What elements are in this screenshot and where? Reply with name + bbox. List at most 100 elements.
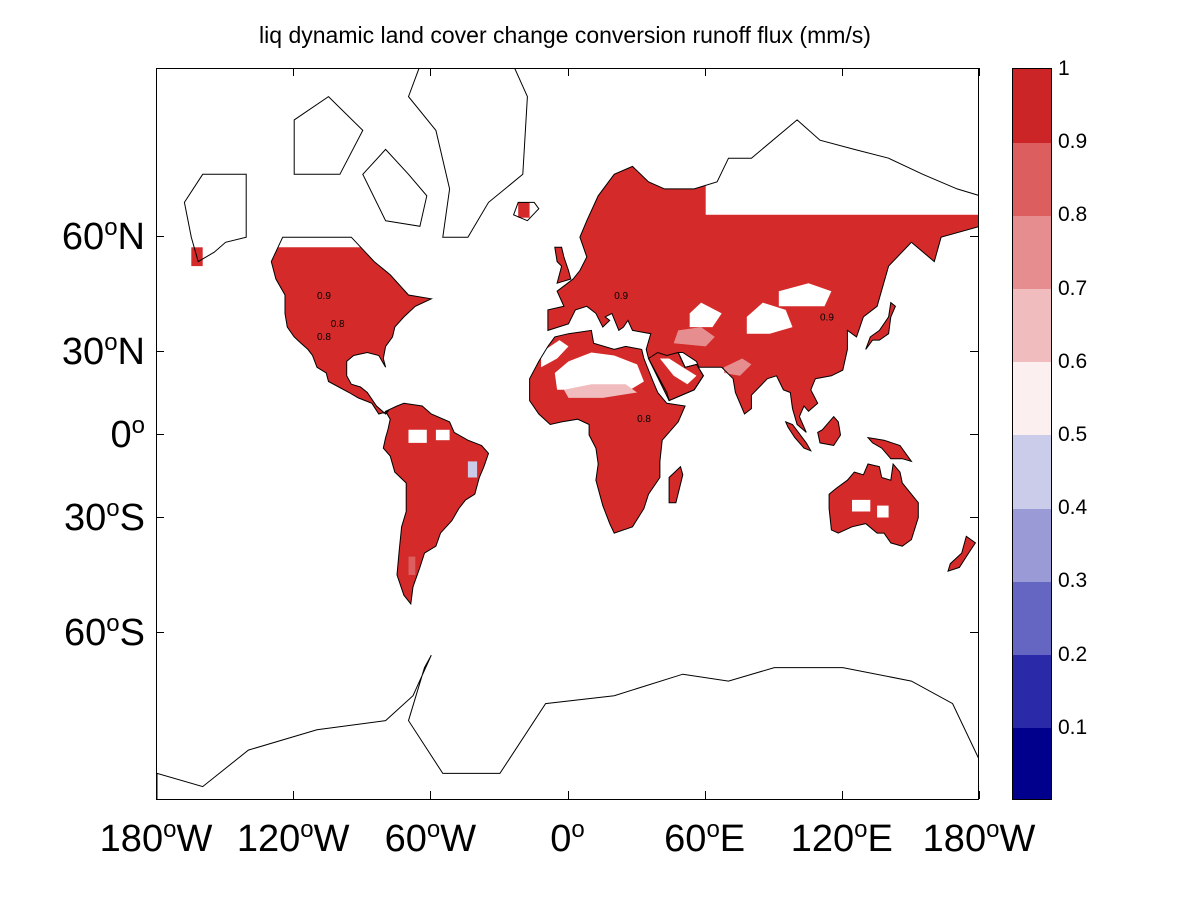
lon-hemi: W — [176, 818, 213, 860]
land-sumatra — [785, 421, 811, 451]
coastline-iceland — [512, 201, 540, 222]
lon-tick-mark — [704, 791, 706, 799]
no-data-canada-north — [259, 69, 432, 248]
coastline-baffin — [362, 148, 428, 227]
lat-hemi: N — [117, 331, 145, 374]
lon-hemi: W — [440, 818, 477, 860]
colorbar-band — [1013, 435, 1051, 509]
page-title: liq dynamic land cover change conversion… — [259, 22, 871, 48]
colorbar-tick-label: 0.9 — [1058, 130, 1088, 154]
coastline-new-guinea — [866, 436, 913, 463]
lon-tick-mark — [293, 68, 295, 76]
land-madagascar — [669, 466, 683, 503]
contour-label: 0.9 — [317, 291, 331, 302]
lat-deg: 0 — [110, 414, 132, 456]
lat-hemi: N — [117, 216, 145, 259]
lon-tick-label: 120oE — [791, 816, 893, 859]
lon-tick-mark — [704, 68, 706, 76]
lat-tick-label: 60oS — [64, 609, 145, 654]
contour-label: 0.8 — [317, 332, 331, 343]
contour-label: 0.9 — [820, 312, 834, 323]
colorbar-band — [1013, 727, 1051, 799]
coastline-eurasia — [547, 119, 978, 433]
no-data-mongolia-gap — [778, 283, 832, 307]
degree-symbol: o — [104, 214, 118, 242]
no-data-australia-gap-2 — [877, 505, 889, 518]
lon-deg: 120 — [236, 818, 301, 860]
lon-tick-label: 120oW — [236, 816, 350, 860]
lon-tick-mark — [567, 791, 569, 799]
degree-symbol: o — [854, 816, 868, 843]
no-data-tibet-gap — [746, 302, 793, 334]
lat-hemi: S — [119, 611, 145, 654]
lat-tick-label: 30oS — [64, 494, 145, 537]
lon-tick-label: 60oW — [384, 816, 477, 860]
degree-symbol: o — [300, 816, 314, 843]
lon-deg: 60 — [384, 818, 427, 860]
coastline-antarctica — [157, 654, 978, 799]
lat-tick-mark — [970, 351, 978, 353]
no-data-australia-gap-1 — [852, 499, 871, 512]
contour-label: 0.8 — [637, 414, 651, 425]
degree-symbol: o — [104, 329, 118, 357]
lon-deg: 60 — [664, 818, 707, 860]
no-data-siberia-north — [705, 69, 978, 215]
land-south-america — [383, 403, 489, 604]
lat-deg: 60 — [61, 216, 105, 259]
lat-tick-label: 30oN — [61, 329, 145, 374]
lon-tick-mark — [567, 68, 569, 76]
field-patagonia-light — [408, 556, 416, 575]
field-brazil-light — [467, 461, 478, 478]
degree-symbol: o — [426, 816, 441, 843]
land-new-guinea — [868, 437, 912, 462]
degree-symbol: o — [163, 816, 177, 843]
coastline-alaska-tip — [183, 173, 247, 263]
degree-symbol: o — [106, 494, 120, 522]
lat-tick-mark — [970, 236, 978, 238]
lon-deg: 180 — [922, 818, 987, 860]
coastline-north-america — [270, 236, 433, 415]
colorbar-tick-label: 0.7 — [1058, 276, 1088, 300]
coastline-arabia-india-fill — [647, 351, 704, 402]
lat-tick-mark — [970, 631, 978, 633]
lon-tick-label: 180oW — [922, 816, 1036, 860]
lon-hemi: W — [313, 818, 350, 860]
coastline-layer — [157, 69, 978, 799]
coastline-australia — [828, 462, 919, 547]
coastline-madagascar — [668, 465, 684, 504]
land-north-america — [271, 237, 432, 414]
lat-deg: 30 — [61, 331, 105, 374]
colorbar-tick-label: 0.5 — [1058, 423, 1088, 446]
no-data-central-asia-gap — [689, 302, 722, 328]
no-data-amazon-gap-2 — [435, 429, 450, 441]
colorbar-tick-label: 1 — [1058, 57, 1070, 80]
degree-symbol: o — [106, 609, 120, 637]
lon-hemi: W — [999, 818, 1036, 860]
colorbar — [1012, 68, 1052, 800]
no-data-arabia-gap — [659, 358, 697, 385]
land-indonesia-borneo — [817, 416, 841, 446]
land-japan — [865, 302, 896, 350]
lon-tick-mark — [156, 791, 157, 799]
lat-tick-label: 0o — [110, 414, 146, 456]
coastline-indonesia-borneo — [817, 415, 842, 447]
degree-symbol: o — [986, 816, 1000, 843]
coastline-uk — [554, 246, 572, 284]
land-field-layer — [191, 69, 978, 604]
lat-tick-label: 60oN — [61, 214, 145, 259]
lat-tick-mark — [970, 434, 978, 435]
lon-tick-mark — [293, 791, 295, 799]
lon-tick-label: 60oE — [664, 818, 745, 860]
lon-tick-label: 0o — [550, 818, 585, 859]
colorbar-tick-label: 0.2 — [1058, 642, 1088, 666]
colorbar-band — [1013, 215, 1051, 290]
lat-tick-mark — [156, 516, 164, 518]
lat-tick-mark — [156, 434, 164, 435]
lat-tick-mark — [156, 236, 164, 238]
colorbar-tick-label: 0.4 — [1058, 496, 1088, 520]
coastline-south-america — [382, 402, 490, 606]
coastline-new-zealand — [947, 535, 977, 572]
contour-label: 0.9 — [614, 291, 628, 302]
land-australia — [829, 464, 919, 547]
lon-tick-mark — [156, 68, 157, 76]
